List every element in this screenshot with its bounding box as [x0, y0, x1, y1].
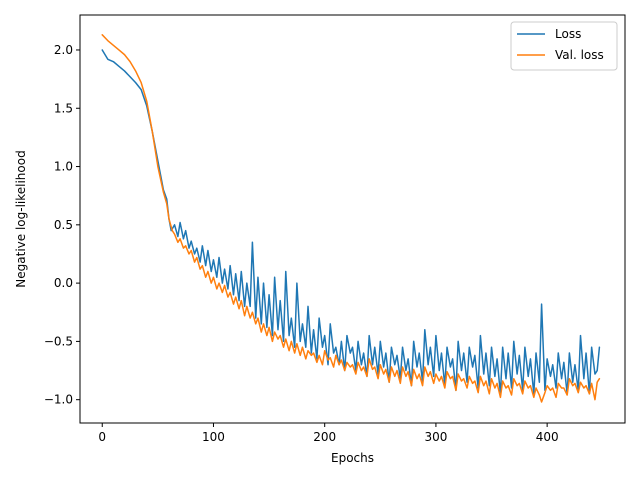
y-tick-label: 1.0: [54, 160, 73, 174]
y-tick-label: 0.0: [54, 276, 73, 290]
series-layer: [101, 34, 601, 403]
legend: Loss Val. loss: [510, 21, 618, 71]
y-tick-label: 0.5: [54, 218, 73, 232]
series-line-val-loss: [101, 34, 601, 403]
y-tick-label: 2.0: [54, 43, 73, 57]
x-axis-label: Epochs: [331, 451, 374, 465]
x-tick-label: 400: [536, 430, 559, 444]
plot-frame: [79, 14, 626, 424]
y-axis-label: Negative log-likelihood: [14, 150, 28, 287]
x-tick-label: 100: [202, 430, 225, 444]
series-line-loss: [101, 49, 601, 395]
y-tick-label: 1.5: [54, 101, 73, 115]
legend-label: Loss: [555, 27, 581, 41]
x-tick-label: 200: [313, 430, 336, 444]
axes-layer: 0 100 200 300 400 −1.0 −0.5 0.0 0.5 1.0 1.5 2.0: [44, 14, 626, 444]
legend-label: Val. loss: [555, 48, 604, 62]
y-tick-label: −1.0: [44, 393, 73, 407]
y-tick-label: −0.5: [44, 334, 73, 348]
x-tick-label: 300: [424, 430, 447, 444]
x-tick-label: 0: [98, 430, 106, 444]
